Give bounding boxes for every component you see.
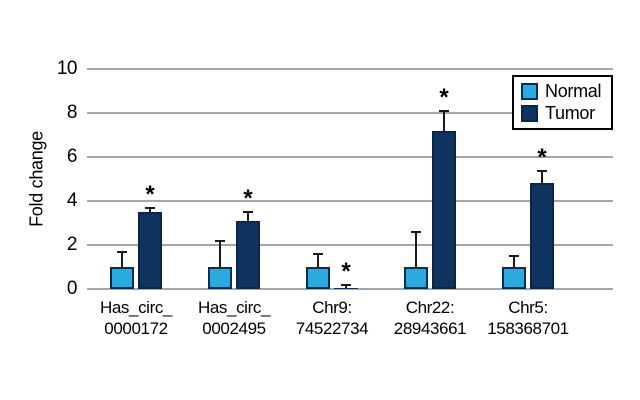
x-axis-label: Chr22: 28943661 bbox=[365, 297, 495, 339]
legend-label-tumor: Tumor bbox=[545, 103, 595, 123]
bar-tumor-1 bbox=[236, 220, 260, 289]
error-bar bbox=[541, 171, 543, 184]
significance-asterisk: * bbox=[341, 257, 351, 285]
x-axis-label-line: 74522734 bbox=[295, 319, 369, 338]
error-bar bbox=[415, 231, 417, 267]
error-bar-cap bbox=[313, 252, 323, 255]
error-bar-cap bbox=[215, 239, 225, 242]
error-bar bbox=[513, 256, 515, 267]
y-tick-label: 8 bbox=[66, 102, 78, 123]
tumor-swatch-icon bbox=[521, 105, 538, 122]
error-bar-cap bbox=[145, 206, 155, 209]
gridline bbox=[87, 68, 613, 70]
y-tick-label: 0 bbox=[66, 278, 78, 299]
y-tick-label: 2 bbox=[66, 234, 78, 255]
error-bar bbox=[317, 253, 319, 267]
x-axis-label-line: 0000172 bbox=[104, 319, 168, 338]
error-bar-cap bbox=[509, 255, 519, 257]
significance-asterisk: * bbox=[537, 144, 547, 172]
error-bar-cap bbox=[439, 109, 449, 112]
bar-tumor-2 bbox=[334, 287, 358, 289]
error-bar bbox=[219, 240, 221, 267]
error-bar-cap bbox=[341, 283, 351, 286]
significance-asterisk: * bbox=[439, 83, 449, 111]
significance-asterisk: * bbox=[145, 180, 155, 208]
x-axis-label-line: Has_circ_ bbox=[198, 298, 270, 317]
x-axis-label-line: 0002495 bbox=[202, 319, 266, 338]
bar-normal-0 bbox=[110, 267, 134, 289]
y-tick-label: 10 bbox=[56, 58, 78, 79]
legend-entry-tumor: Tumor bbox=[521, 104, 601, 123]
bar-tumor-3 bbox=[432, 130, 456, 289]
normal-swatch-icon bbox=[521, 83, 538, 100]
y-tick-label: 6 bbox=[66, 146, 78, 167]
error-bar bbox=[247, 212, 249, 221]
x-axis-label-line: Chr22: bbox=[405, 298, 455, 317]
x-axis-label: Chr9: 74522734 bbox=[267, 297, 397, 339]
error-bar-cap bbox=[117, 250, 127, 253]
error-bar bbox=[345, 284, 347, 288]
x-axis-label-line: Has_circ_ bbox=[100, 298, 172, 317]
y-tick-label: 4 bbox=[66, 190, 78, 211]
error-bar bbox=[149, 207, 151, 212]
x-axis-label: Has_circ_ 0000172 bbox=[71, 297, 201, 339]
error-bar bbox=[121, 251, 123, 267]
error-bar-cap bbox=[243, 211, 253, 213]
legend-label-normal: Normal bbox=[545, 81, 602, 101]
bar-normal-3 bbox=[404, 267, 428, 289]
error-bar bbox=[443, 110, 445, 131]
bar-tumor-0 bbox=[138, 212, 162, 289]
significance-asterisk: * bbox=[243, 185, 253, 212]
x-axis-label: Has_circ_ 0002495 bbox=[169, 297, 299, 339]
x-axis-label-line: Chr9: bbox=[312, 298, 352, 317]
x-axis-label-line: 158368701 bbox=[487, 319, 569, 338]
bar-normal-4 bbox=[502, 267, 526, 289]
x-axis-label: Chr5: 158368701 bbox=[463, 297, 593, 339]
legend-entry-normal: Normal bbox=[521, 81, 602, 101]
gridline bbox=[87, 156, 613, 158]
x-axis-label-line: 28943661 bbox=[393, 319, 467, 338]
error-bar-cap bbox=[537, 170, 547, 173]
gridline bbox=[87, 112, 613, 114]
bar-normal-2 bbox=[306, 267, 330, 289]
bar-normal-1 bbox=[208, 267, 232, 289]
bar-tumor-4 bbox=[530, 183, 554, 289]
error-bar-cap bbox=[411, 230, 421, 233]
legend: Normal Tumor bbox=[512, 75, 614, 130]
gridline bbox=[87, 200, 613, 202]
gridline bbox=[87, 244, 613, 246]
x-axis-label-line: Chr5: bbox=[508, 298, 548, 317]
